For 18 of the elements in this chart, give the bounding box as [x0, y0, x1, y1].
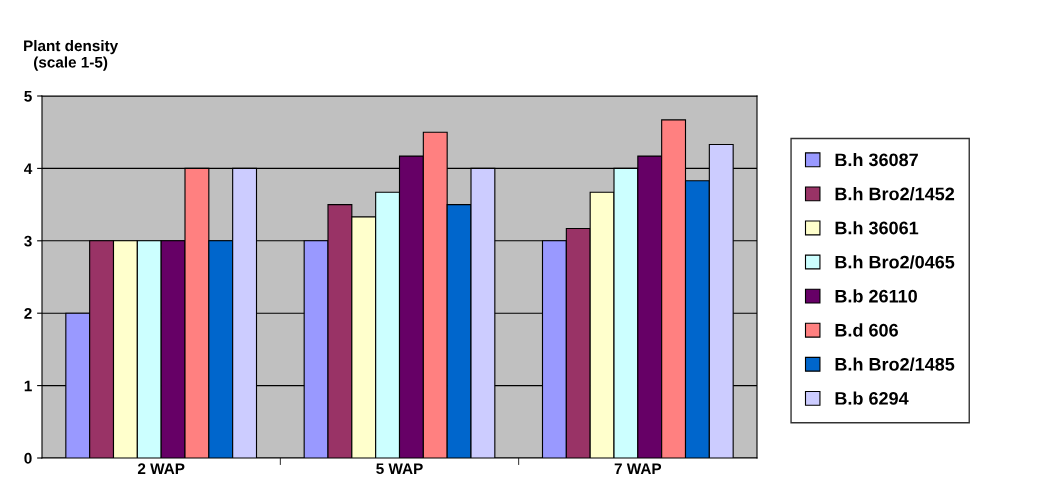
y-tick-label: 3 — [24, 235, 32, 247]
legend-label: B.d 606 — [835, 323, 898, 337]
legend-label: B.h Bro2/0465 — [835, 255, 955, 269]
legend-label: B.h Bro2/1485 — [835, 357, 955, 371]
x-tick-label: 5 WAP — [376, 463, 423, 475]
x-tick-label: 7 WAP — [614, 463, 662, 474]
legend-label: B.h 36087 — [835, 152, 918, 167]
y-tick-label: 5 — [24, 91, 32, 102]
y-tick-label: 4 — [24, 163, 33, 174]
y-tick-label: 2 — [24, 308, 32, 319]
legend-label: B.h Bro2/1452 — [835, 187, 955, 201]
y-tick-label: 1 — [24, 380, 32, 392]
y-tick-label: 0 — [24, 452, 32, 464]
legend-label: B.h 36061 — [835, 221, 919, 235]
y-axis-title: Plant density (scale 1-5) — [24, 39, 119, 71]
legend-label: B.b 6294 — [835, 391, 909, 405]
x-tick-label: 2 WAP — [137, 463, 185, 474]
legend-label: B.b 26110 — [835, 289, 917, 303]
